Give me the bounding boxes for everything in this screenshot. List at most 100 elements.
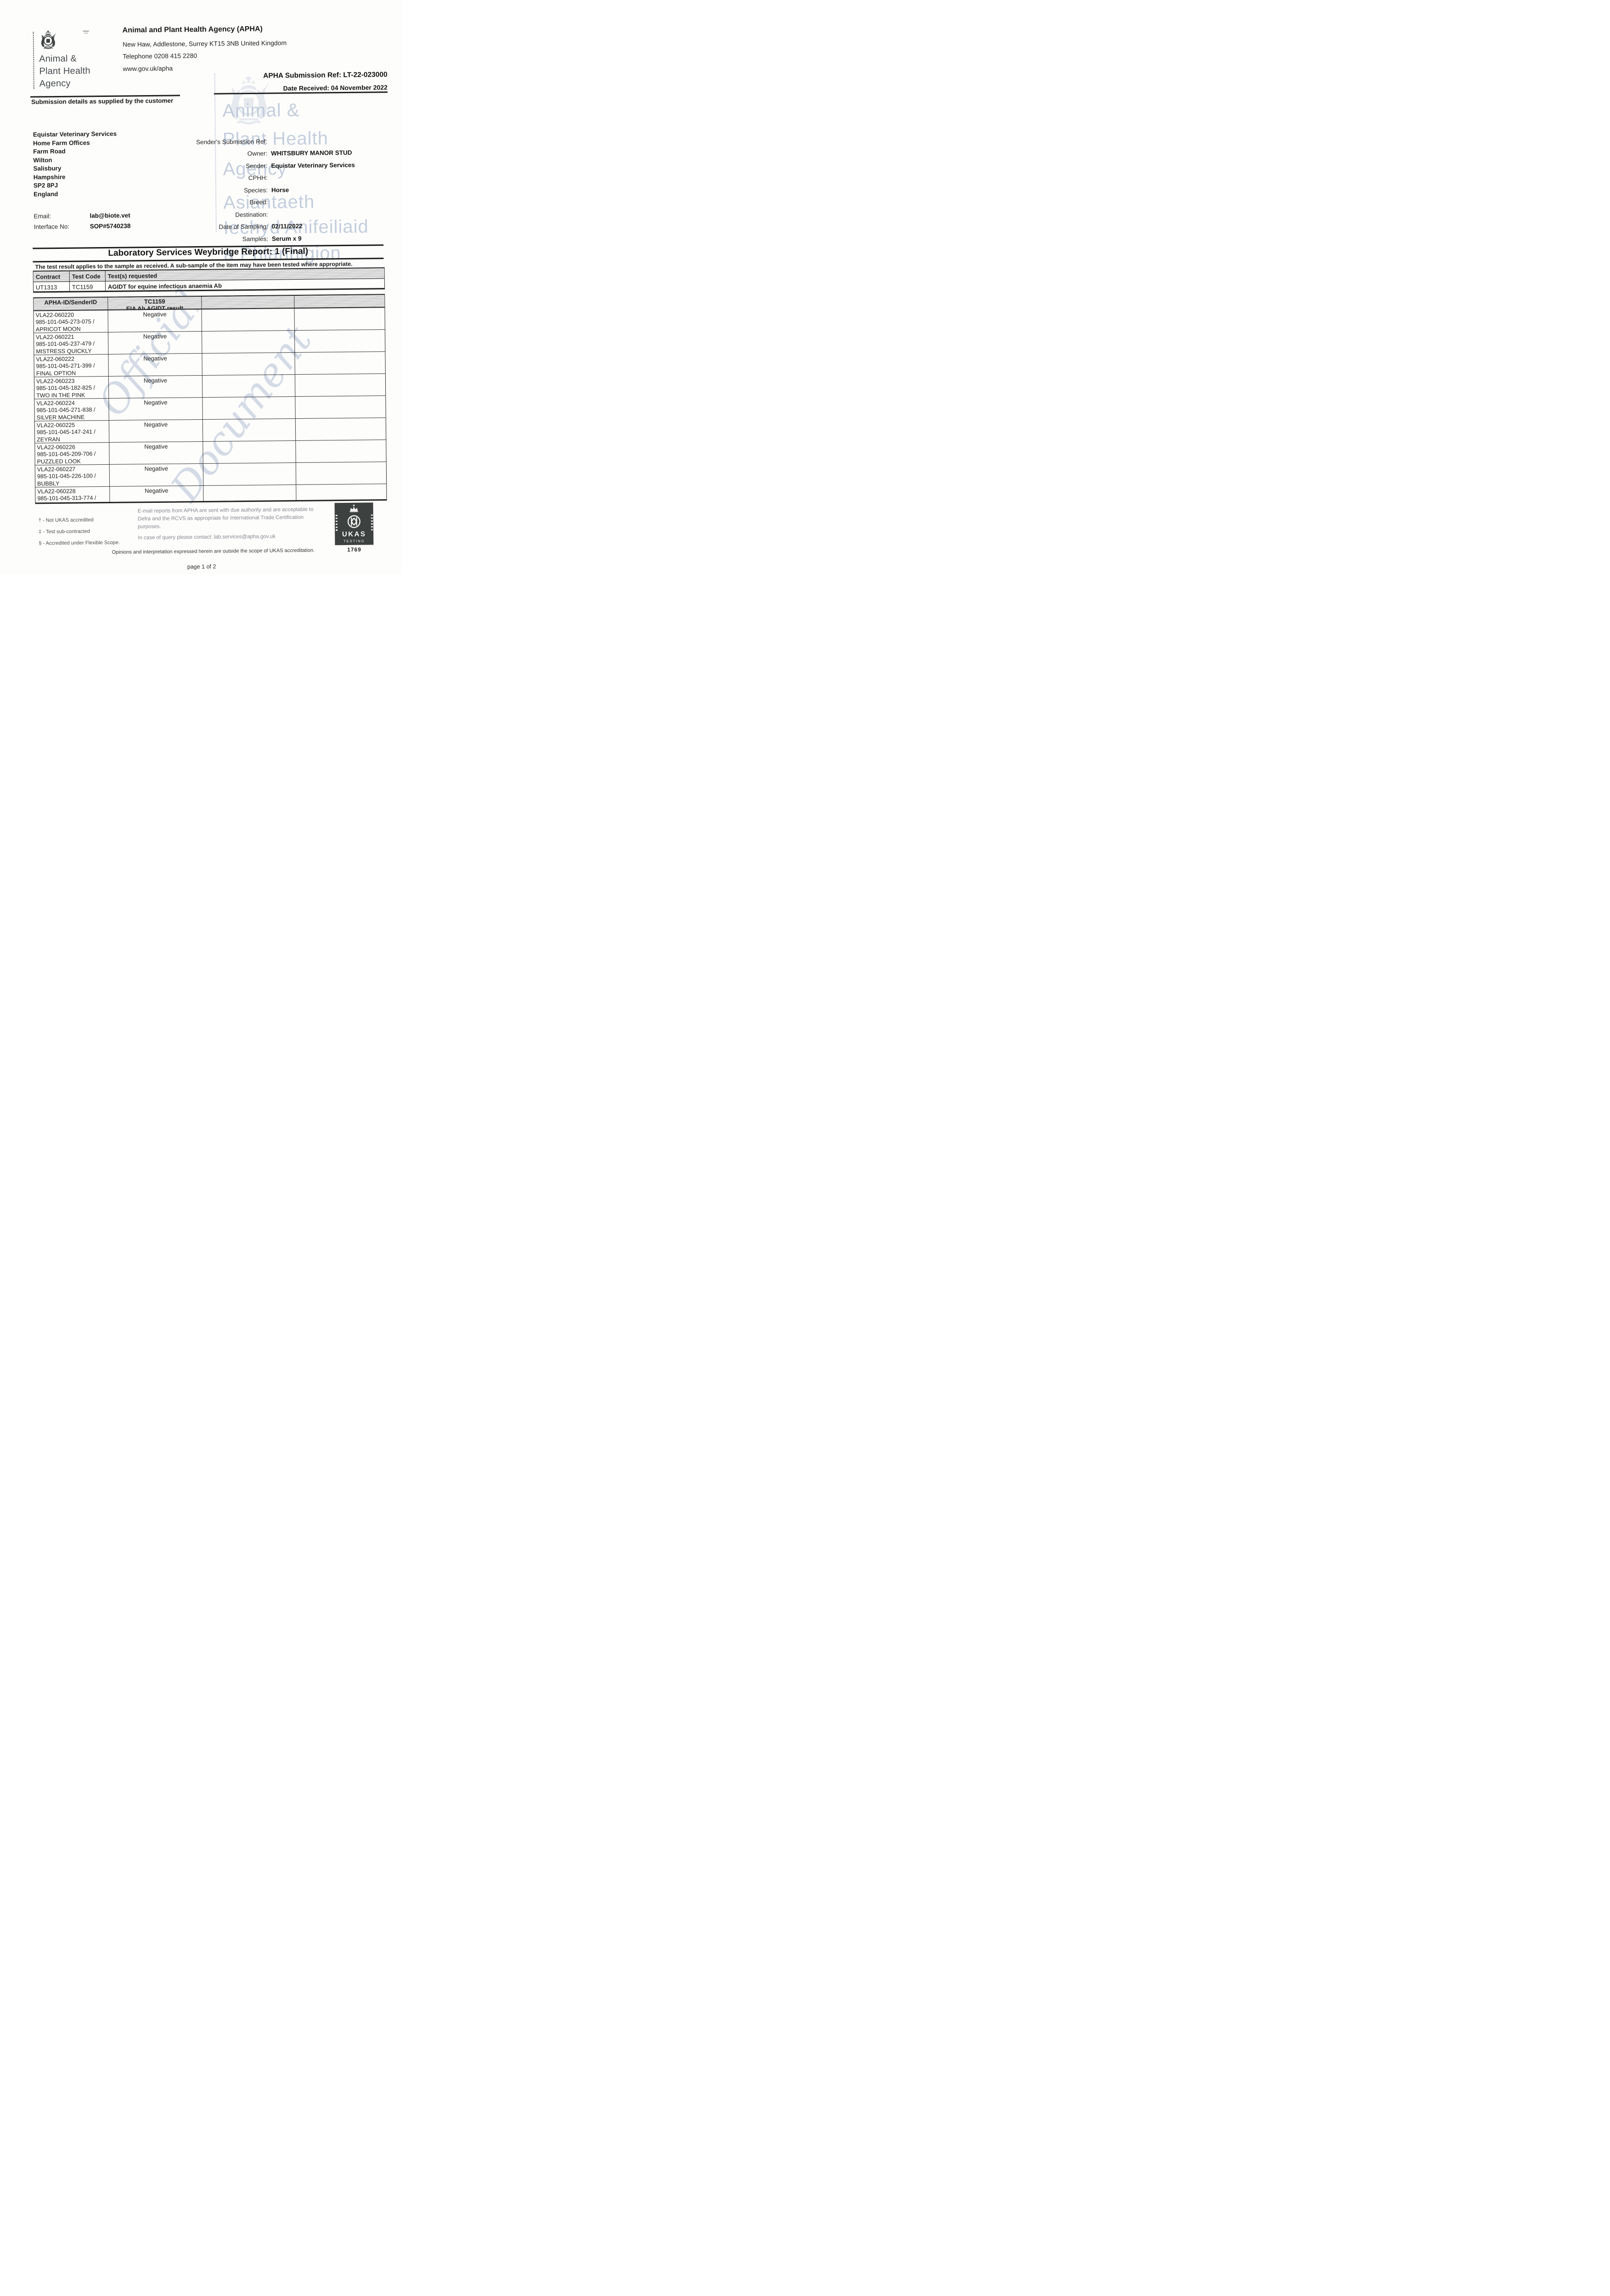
sample-animal-name: PUZZLED LOOK — [37, 458, 81, 465]
sample-microchip: 985-101-045-147-241 / — [36, 428, 96, 436]
field-value: Horse — [271, 186, 289, 194]
sample-lab-id: VLA22-060227 — [37, 466, 76, 473]
sample-animal-name: APRICOT MOON — [35, 326, 81, 333]
table-row: VLA22-060222 985-101-045-271-399 / FINAL… — [34, 352, 385, 377]
sample-microchip: 985-101-045-271-399 / — [36, 362, 95, 370]
result-cell: Negative — [109, 419, 203, 443]
table-row: VLA22-060225 985-101-045-147-241 / ZEYRA… — [34, 418, 386, 444]
result-cell: Negative — [108, 309, 202, 332]
sample-id-cell: VLA22-060223 985-101-045-182-825 / TWO I… — [34, 376, 109, 400]
sample-animal-name: BUBBLY — [37, 480, 60, 487]
scanned-lab-report-page: Animal & Plant Health Agency Asiantaeth Iech… — [0, 0, 403, 574]
sample-microchip: 985-101-045-273-075 / — [35, 318, 95, 326]
submission-ref-block: APHA Submission Ref: LT-22-023000 Date R… — [263, 71, 388, 92]
table-row: VLA22-060226 985-101-045-209-706 / PUZZL… — [35, 440, 386, 466]
sample-animal-name: SILVER MACHINE — [36, 414, 85, 421]
sample-lab-id: VLA22-060228 — [37, 488, 76, 495]
submission-ref: APHA Submission Ref: LT-22-023000 — [263, 71, 388, 80]
sample-lab-id: VLA22-060221 — [35, 333, 74, 341]
tests-header-contract: Contract — [33, 271, 70, 282]
agency-title: Animal and Plant Health Agency (APHA) — [122, 25, 263, 34]
scan-artifact-dash — [84, 33, 88, 34]
empty-cell — [296, 462, 387, 485]
header-rule-right — [214, 91, 388, 95]
address-line: SP2 8PJ — [33, 181, 58, 189]
sample-id-cell: VLA22-060227 985-101-045-226-100 / BUBBL… — [35, 464, 110, 488]
legend-item: ‡ - Test sub-contracted — [39, 529, 90, 535]
table-row: VLA22-060220 985-101-045-273-075 / APRIC… — [34, 308, 385, 333]
sample-microchip: 985-101-045-237-479 / — [36, 340, 95, 348]
logo-divider-line — [33, 32, 34, 89]
accreditation-legend: † - Not UKAS accredited ‡ - Test sub-cont… — [39, 517, 120, 552]
sample-microchip: 985-101-045-182-825 / — [36, 384, 96, 392]
ukas-number: 1769 — [347, 546, 361, 553]
agency-address: New Haw, Addlestone, Surrey KT15 3NB Uni… — [122, 39, 287, 48]
tests-header-code: Test Code — [69, 271, 106, 282]
result-cell: Negative — [109, 441, 203, 465]
field-label: Date of Sampling: — [219, 223, 268, 231]
result-cell: Negative — [110, 485, 204, 502]
empty-cell — [295, 418, 386, 441]
results-header-empty-1 — [202, 296, 295, 310]
tests-table: Contract Test Code Test(s) requested UT1… — [33, 267, 385, 293]
field-label: CPHH: — [248, 174, 268, 182]
sample-lab-id: VLA22-060220 — [35, 311, 74, 319]
result-cell: Negative — [109, 397, 203, 421]
email-authority-note: E-mail reports from APHA are sent with d… — [138, 506, 314, 531]
result-cell: Negative — [108, 375, 203, 399]
sample-animal-name: ZEYRAN — [37, 436, 60, 443]
field-label: Samples: — [242, 235, 269, 242]
empty-cell — [202, 331, 295, 354]
empty-cell — [202, 353, 295, 376]
page-number: page 1 of 2 — [187, 563, 216, 570]
empty-cell — [296, 484, 386, 500]
empty-cell — [295, 352, 385, 375]
test-code-cell: TC1159 — [69, 281, 106, 291]
sample-microchip: 985-101-045-271-838 / — [36, 406, 96, 414]
sample-id-cell: VLA22-060221 985-101-045-237-479 / MISTR… — [34, 332, 109, 355]
sample-id-cell: VLA22-060228 985-101-045-313-774 / — [35, 486, 110, 503]
email-row: Email: lab@biote.vet — [34, 212, 130, 219]
ukas-crown-icon — [349, 504, 358, 512]
sample-animal-name: FINAL OPTION — [36, 370, 76, 377]
field-value: WHITSBURY MANOR STUD — [271, 149, 352, 157]
contract-cell: UT1313 — [33, 281, 70, 292]
email-label: Email: — [34, 213, 51, 220]
address-line: Equistar Veterinary Services — [33, 130, 117, 138]
sender-fields: Sender's Submission Ref: Owner: WHITSBUR… — [136, 134, 389, 246]
empty-cell — [203, 485, 297, 501]
ukas-testing-label: TESTING — [343, 539, 365, 544]
address-line: Farm Road — [33, 147, 66, 155]
address-line: Hampshire — [33, 173, 66, 181]
results-header-empty-2 — [294, 295, 385, 309]
agency-logo-text: Animal & Plant Health Agency — [39, 52, 90, 90]
empty-cell — [203, 397, 296, 420]
empty-cell — [294, 330, 385, 353]
address-line: Salisbury — [33, 164, 62, 172]
results-table: APHA-ID/SenderID TC1159 EIA Ab AGIDT res… — [33, 294, 387, 504]
sample-id-cell: VLA22-060220 985-101-045-273-075 / APRIC… — [34, 310, 108, 333]
result-cell: Negative — [108, 353, 203, 377]
empty-cell — [203, 463, 297, 486]
field-label: Breed: — [249, 198, 268, 206]
address-line: England — [33, 190, 58, 197]
field-label: Owner: — [247, 150, 268, 158]
sample-microchip: 985-101-045-226-100 / — [37, 473, 96, 480]
royal-crest-icon — [37, 30, 59, 51]
ukas-right-ticks — [371, 514, 373, 532]
legend-item: § - Accredited under Flexible Scope. — [39, 540, 120, 546]
interface-row: Interface No: SOP#5740238 — [34, 222, 131, 230]
agency-contact-block: Animal and Plant Health Agency (APHA) Ne… — [122, 25, 287, 73]
ukas-name: UKAS — [342, 530, 366, 539]
empty-cell — [295, 396, 386, 419]
interface-label: Interface No: — [34, 223, 70, 231]
empty-cell — [203, 441, 296, 464]
field-value: Equistar Veterinary Services — [271, 161, 355, 169]
sample-id-cell: VLA22-060222 985-101-045-271-399 / FINAL… — [34, 354, 109, 377]
agency-logo-line: Agency — [39, 78, 71, 89]
customer-address: Equistar Veterinary Services Home Farm Of… — [33, 130, 118, 199]
field-value: 02/11/2022 — [271, 223, 303, 230]
empty-cell — [203, 419, 296, 442]
address-line: Home Farm Offices — [33, 139, 90, 147]
agency-logo-line: Animal & — [39, 53, 77, 64]
